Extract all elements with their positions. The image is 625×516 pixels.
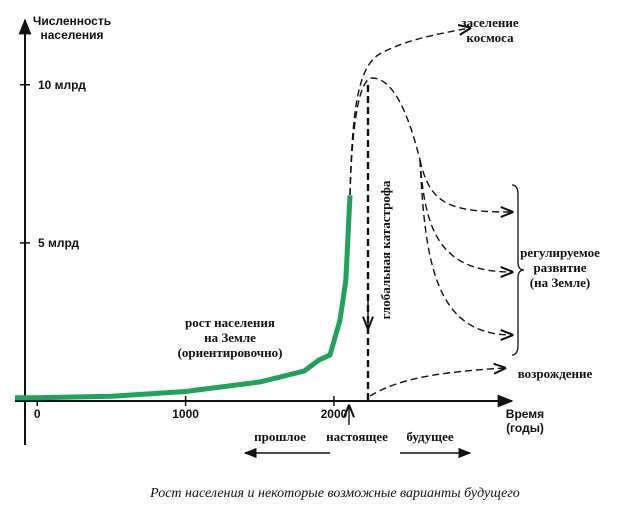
caption: Рост населения и некоторые возможные вар…: [149, 486, 520, 501]
label-line: (ориентировочно): [178, 345, 283, 360]
label-line: будущее: [406, 429, 454, 444]
revival-scenario: [369, 368, 505, 397]
label-line: регулируемое: [520, 245, 600, 260]
population-line: [15, 195, 353, 401]
label-line: возрождение: [518, 366, 593, 381]
label-line: рост населения: [185, 315, 275, 330]
rotated-label: глобальная катастрофа: [378, 180, 393, 319]
label-line: Время: [506, 407, 544, 421]
brace: [511, 184, 525, 356]
label-line: (годы): [506, 421, 544, 435]
x-tick-label: 0: [34, 407, 41, 421]
label-line: заселение: [461, 15, 518, 30]
label-line: настоящее: [326, 429, 388, 444]
x-tick-label: 1000: [172, 407, 199, 421]
y-tick-label: 5 млрд: [38, 236, 80, 250]
label-line: Численность: [33, 14, 111, 28]
space-scenario: [349, 28, 470, 196]
peak-scenario: [349, 77, 421, 196]
label-line: космоса: [466, 30, 514, 45]
regulated-branch: [419, 159, 512, 335]
label-line: населения: [40, 28, 103, 42]
label-line: на Земле: [204, 330, 256, 345]
regulated-branch: [419, 159, 512, 212]
label-line: развитие: [533, 260, 586, 275]
label-line: (на Земле): [530, 275, 590, 290]
regulated-branch: [419, 159, 512, 272]
x-tick-label: 2000: [321, 407, 348, 421]
y-tick-label: 10 млрд: [38, 78, 86, 92]
label-line: прошлое: [254, 429, 306, 444]
